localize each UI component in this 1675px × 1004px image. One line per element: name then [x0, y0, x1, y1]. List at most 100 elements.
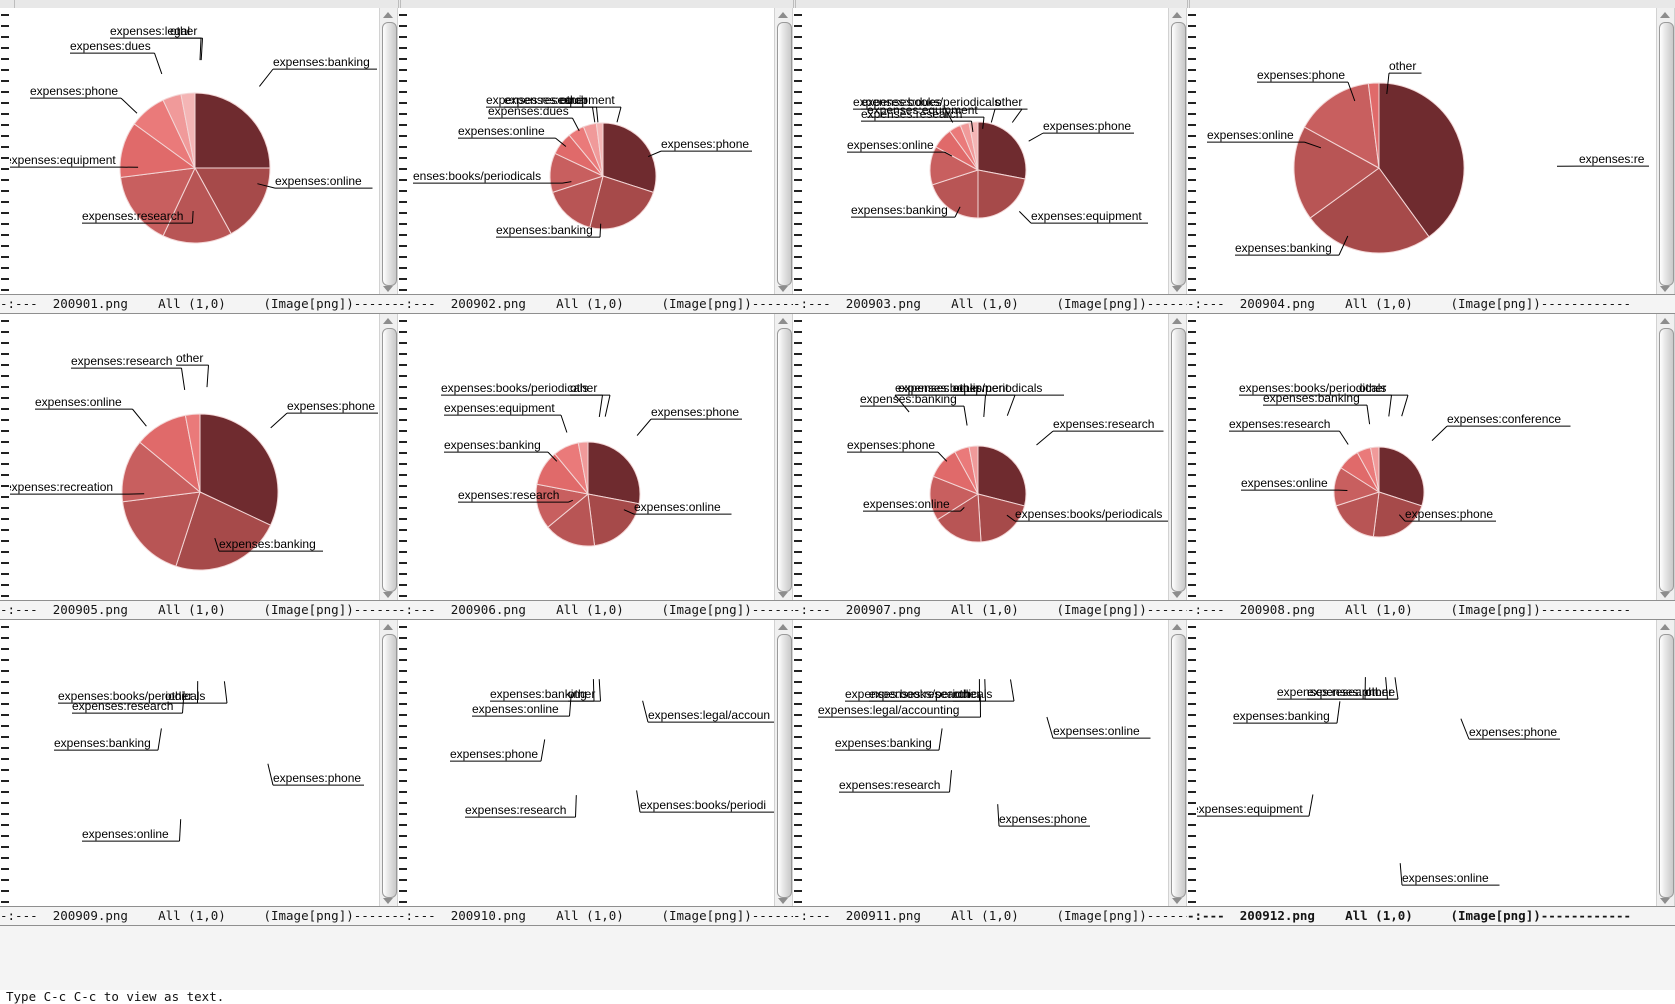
- scrollbar-thumb[interactable]: [1171, 634, 1186, 898]
- scroll-up-arrow-icon[interactable]: [778, 318, 788, 324]
- scrollbar-thumb[interactable]: [382, 634, 397, 898]
- fringe-dash: [1188, 135, 1196, 137]
- pie-slice: [547, 493, 596, 547]
- fringe-dash: [1, 769, 9, 771]
- vertical-scrollbar[interactable]: [379, 620, 398, 908]
- fringe-dash: [1, 419, 9, 421]
- fringe-dash: [1, 703, 9, 705]
- image-canvas: expenses:legal other expenses:dues expenses…: [10, 8, 380, 296]
- fringe-dash: [399, 791, 407, 793]
- scrollbar-thumb[interactable]: [777, 22, 792, 286]
- pie-chart: expenses:researchotherexpenses:phoneexpe…: [1197, 677, 1560, 886]
- scroll-up-arrow-icon[interactable]: [1172, 318, 1182, 324]
- vertical-scrollbar[interactable]: [1168, 620, 1187, 908]
- label-leader-line: [547, 451, 558, 462]
- emacs-window[interactable]: expenses:phone other expenses:online expens…: [1187, 8, 1675, 314]
- emacs-window[interactable]: expenses:legal other expenses:dues expenses…: [0, 8, 398, 314]
- scrollbar-thumb[interactable]: [1659, 634, 1674, 898]
- vertical-scrollbar[interactable]: [379, 8, 398, 296]
- mode-line: -:--- 200910.png All (1,0) (Image[png])-…: [398, 906, 793, 926]
- scrollbar-thumb[interactable]: [382, 328, 397, 592]
- label-leader-line: [1398, 514, 1406, 522]
- fringe-dash: [794, 725, 802, 727]
- scrollbar-thumb[interactable]: [1171, 22, 1186, 286]
- scroll-down-arrow-icon[interactable]: [383, 898, 393, 904]
- fringe-dash: [794, 375, 802, 377]
- scroll-up-arrow-icon[interactable]: [1172, 624, 1182, 630]
- emacs-window[interactable]: expenses:books/periodicals other expenses:…: [793, 620, 1187, 926]
- modeline-buffer-name: 200908.png: [1239, 602, 1315, 617]
- modeline-gap1: [128, 295, 158, 313]
- scroll-up-arrow-icon[interactable]: [1660, 12, 1670, 18]
- scroll-down-arrow-icon[interactable]: [778, 286, 788, 292]
- emacs-window[interactable]: expenses:books/periodicals other expenses:…: [0, 620, 398, 926]
- scroll-down-arrow-icon[interactable]: [1172, 286, 1182, 292]
- pie-slice-label: expenses:banking: [1233, 709, 1330, 723]
- scroll-up-arrow-icon[interactable]: [383, 12, 393, 18]
- emacs-window[interactable]: expenses:research other expenses:phone expe…: [1187, 620, 1675, 926]
- modeline-gap2: [1413, 295, 1451, 313]
- scroll-up-arrow-icon[interactable]: [1172, 12, 1182, 18]
- scroll-down-arrow-icon[interactable]: [1172, 592, 1182, 598]
- label-leader-line: [1011, 108, 1023, 123]
- fringe-dash: [399, 725, 407, 727]
- modeline-position: All (1,0): [1345, 296, 1413, 311]
- scrollbar-thumb[interactable]: [777, 328, 792, 592]
- fringe-dash: [1188, 234, 1196, 236]
- fringe-dash: [1, 102, 9, 104]
- scrollbar-thumb[interactable]: [1659, 22, 1674, 286]
- fringe-dash: [399, 146, 407, 148]
- scroll-up-arrow-icon[interactable]: [383, 318, 393, 324]
- fringe-dash: [1188, 201, 1196, 203]
- fringe-dash: [1188, 419, 1196, 421]
- vertical-scrollbar[interactable]: [774, 620, 793, 908]
- scroll-down-arrow-icon[interactable]: [1660, 592, 1670, 598]
- fringe-dash: [1188, 551, 1196, 553]
- scroll-down-arrow-icon[interactable]: [778, 898, 788, 904]
- scroll-up-arrow-icon[interactable]: [778, 624, 788, 630]
- fringe-dash: [794, 540, 802, 542]
- vertical-scrollbar[interactable]: [1656, 8, 1675, 296]
- emacs-window[interactable]: expenses:equipment other expenses:books/pe…: [793, 314, 1187, 620]
- scrollbar-thumb[interactable]: [777, 634, 792, 898]
- scrollbar-thumb[interactable]: [1171, 328, 1186, 592]
- fringe-dash: [399, 692, 407, 694]
- minibuffer[interactable]: Type C-c C-c to view as text.: [0, 990, 1675, 1004]
- fringe-dash: [1, 124, 9, 126]
- scroll-down-arrow-icon[interactable]: [383, 592, 393, 598]
- fringe-dash: [1188, 879, 1196, 881]
- label-leader-line: [1010, 679, 1015, 702]
- scroll-up-arrow-icon[interactable]: [1660, 318, 1670, 324]
- scroll-down-arrow-icon[interactable]: [383, 286, 393, 292]
- emacs-window[interactable]: expenses:research other expenses:online exp…: [0, 314, 398, 620]
- pie-slice: [194, 92, 271, 169]
- scrollbar-thumb[interactable]: [1659, 328, 1674, 592]
- scroll-down-arrow-icon[interactable]: [1172, 898, 1182, 904]
- fringe-dash: [794, 102, 802, 104]
- vertical-scrollbar[interactable]: [774, 8, 793, 296]
- fringe-dash: [1, 14, 9, 16]
- scroll-up-arrow-icon[interactable]: [383, 624, 393, 630]
- pie-slice-label: expenses:research: [1229, 417, 1330, 431]
- scroll-down-arrow-icon[interactable]: [1660, 898, 1670, 904]
- vertical-scrollbar[interactable]: [1168, 314, 1187, 602]
- scroll-up-arrow-icon[interactable]: [778, 12, 788, 18]
- emacs-window[interactable]: expenses:banking other expenses:online expe…: [398, 620, 793, 926]
- emacs-window[interactable]: expenses:books/periodicals other expenses:…: [398, 314, 793, 620]
- vertical-scrollbar[interactable]: [1656, 314, 1675, 602]
- vertical-scrollbar[interactable]: [1656, 620, 1675, 908]
- fringe-dash: [1, 135, 9, 137]
- vertical-scrollbar[interactable]: [1168, 8, 1187, 296]
- vertical-scrollbar[interactable]: [774, 314, 793, 602]
- emacs-window[interactable]: expenses:books/periodicals expenses:dues e…: [793, 8, 1187, 314]
- scroll-down-arrow-icon[interactable]: [778, 592, 788, 598]
- fringe-dash: [1, 353, 9, 355]
- fringe-dash: [794, 562, 802, 564]
- emacs-window[interactable]: expenses:research expenses:equipment other…: [398, 8, 793, 314]
- pie-slice-label: other: [570, 381, 597, 395]
- scrollbar-thumb[interactable]: [382, 22, 397, 286]
- scroll-down-arrow-icon[interactable]: [1660, 286, 1670, 292]
- scroll-up-arrow-icon[interactable]: [1660, 624, 1670, 630]
- vertical-scrollbar[interactable]: [379, 314, 398, 602]
- emacs-window[interactable]: expenses:books/periodicals other expenses:…: [1187, 314, 1675, 620]
